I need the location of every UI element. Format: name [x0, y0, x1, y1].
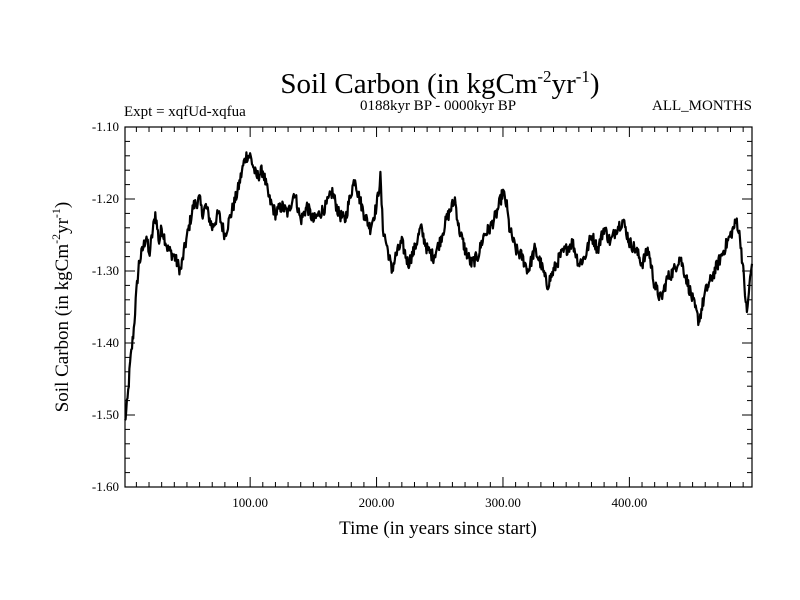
x-axis-ticks: 100.00 200.00 300.00 400.00: [135, 127, 744, 510]
period-label: 0188kyr BP - 0000kyr BP: [360, 98, 516, 114]
plot-frame: [124, 126, 753, 488]
chart-title: Soil Carbon (in kgCm-2yr-1): [280, 67, 599, 100]
x-axis-label: Time (in years since start): [339, 518, 537, 539]
y-axis-ticks: -1.10 -1.20 -1.30 -1.40 -1.50 -1.60: [92, 119, 752, 494]
x-tick-label: 400.00: [612, 495, 648, 510]
months-label: ALL_MONTHS: [652, 98, 752, 114]
y-tick-label: -1.60: [92, 479, 119, 494]
x-tick-label: 200.00: [359, 495, 395, 510]
x-tick-label: 100.00: [232, 495, 268, 510]
series-line-soil-carbon: [124, 151, 754, 421]
y-tick-label: -1.30: [92, 263, 119, 278]
y-tick-label: -1.20: [92, 191, 119, 206]
y-tick-label: -1.40: [92, 335, 119, 350]
x-tick-label: 300.00: [485, 495, 521, 510]
experiment-label: Expt = xqfUd-xqfua: [124, 104, 246, 120]
y-tick-label: -1.50: [92, 407, 119, 422]
y-axis-label: Soil Carbon (in kgCm-2yr-1): [49, 202, 73, 413]
y-tick-label: -1.10: [92, 119, 119, 134]
